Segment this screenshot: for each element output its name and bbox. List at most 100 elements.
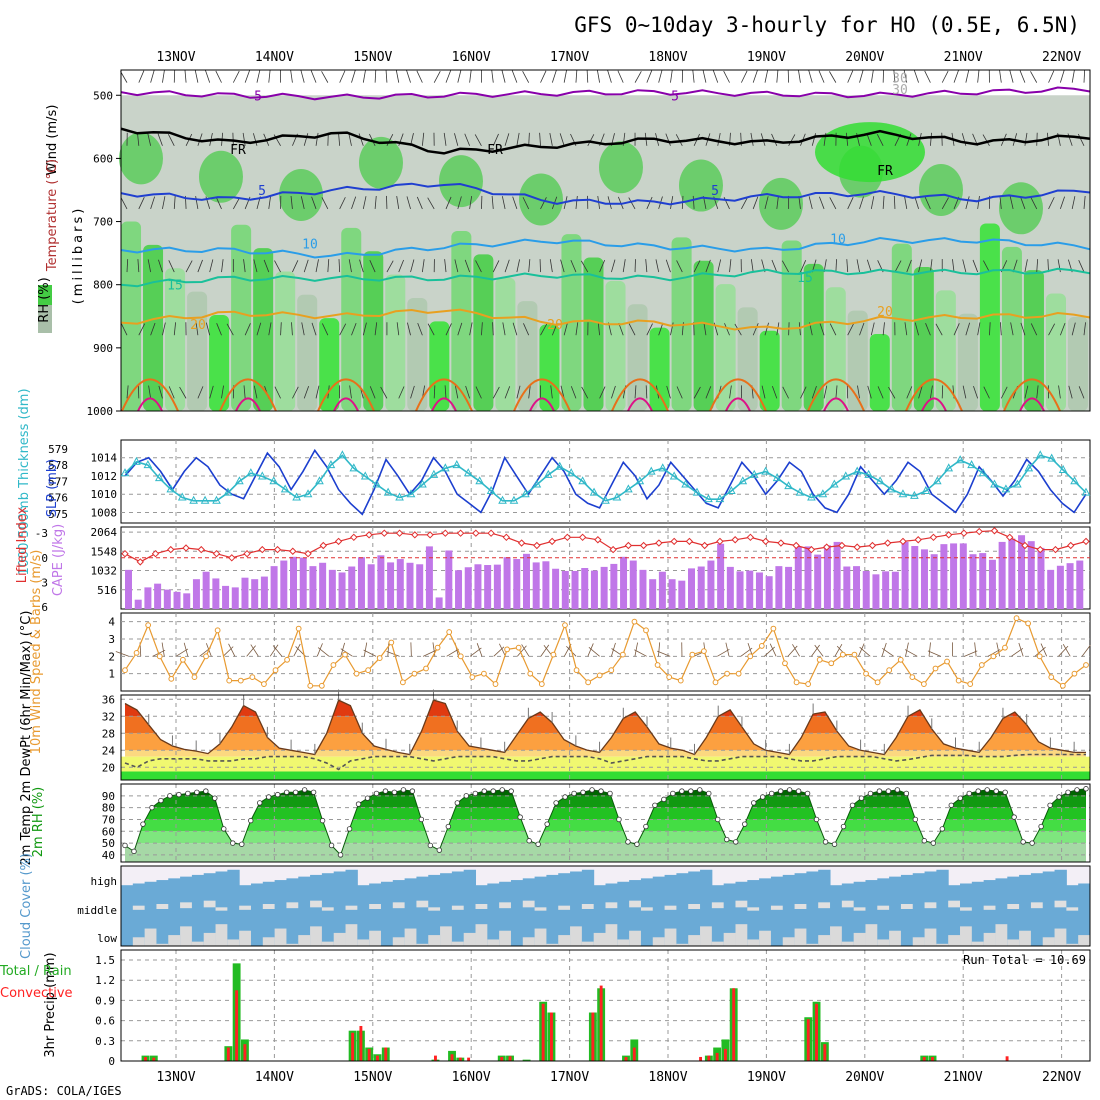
thickness-point xyxy=(338,450,347,459)
cloud-mid-gap xyxy=(735,900,748,908)
rh-2m-point xyxy=(1020,839,1026,845)
cape-tick-label: 2064 xyxy=(91,526,118,539)
wind-barb xyxy=(120,323,128,336)
cape-bar xyxy=(1027,541,1035,609)
rh-2m-point xyxy=(894,787,901,793)
wind-barb xyxy=(924,196,931,210)
cloud-mid-gap xyxy=(262,904,276,909)
thickness-tick-label: 576 xyxy=(48,492,68,505)
wind-speed-point xyxy=(272,667,279,674)
thickness-point xyxy=(498,495,507,504)
wind-barb xyxy=(1019,70,1026,83)
cloud-low-gap xyxy=(711,941,725,946)
rh-fill-cell xyxy=(583,257,604,411)
wind-barb xyxy=(396,322,400,336)
cloud-mid-low xyxy=(168,890,181,946)
rh-2m-point xyxy=(301,787,308,793)
cloud-high xyxy=(841,883,855,890)
temperature-contour-25 xyxy=(219,378,277,412)
cape-bar xyxy=(396,559,404,609)
cloud-cover-panel: high middle low Cloud Cover (%) xyxy=(19,853,1091,959)
cape-bar xyxy=(658,571,666,609)
wind-barb xyxy=(549,259,553,273)
thickness-point xyxy=(646,466,656,475)
wind-barb xyxy=(729,385,732,399)
cloud-mid-low xyxy=(1042,890,1056,946)
cloud-high xyxy=(676,873,689,890)
cape-bar xyxy=(144,587,152,609)
wind-barb xyxy=(761,385,766,399)
cape-bar xyxy=(493,564,501,609)
thickness-point xyxy=(475,476,484,485)
wind-speed-point xyxy=(735,670,742,677)
lifted-index-point xyxy=(960,529,968,537)
wind-barb xyxy=(292,260,299,273)
rh-2m-point xyxy=(840,823,847,830)
lifted-index-point xyxy=(212,549,221,558)
rh-fill-cell xyxy=(231,224,252,411)
cape-bar xyxy=(125,569,132,609)
thickness-point xyxy=(1081,487,1091,496)
wind-barb xyxy=(962,259,967,273)
wind-barb xyxy=(469,196,473,209)
wind-barb xyxy=(903,69,908,83)
wind-barb xyxy=(410,259,415,273)
rh-2m-point xyxy=(472,790,478,797)
cloud-mid-gap xyxy=(416,900,429,908)
cloud-low-gap xyxy=(830,926,843,946)
cloud-low-gap xyxy=(203,932,217,946)
cloud-high xyxy=(853,881,866,890)
wind-speed-point xyxy=(1048,674,1055,681)
thickness-point xyxy=(406,489,416,498)
wind-barb xyxy=(693,260,701,273)
wind-barb xyxy=(528,132,530,146)
cloud-low-gap xyxy=(239,930,252,946)
cape-bar xyxy=(299,557,307,609)
cape-bar xyxy=(202,571,210,609)
precip-convective-bar xyxy=(806,1019,810,1061)
rh-2m-point xyxy=(643,823,649,830)
thickness-point xyxy=(852,466,862,475)
wind-barb xyxy=(800,260,807,273)
wind-barb xyxy=(666,385,671,399)
cloud-low-gap xyxy=(286,943,299,946)
cloud-high xyxy=(593,885,606,890)
cloud-high xyxy=(877,878,890,890)
wind-10m-axis-label: 10m Wind Speed & Barbs (m/s) xyxy=(29,550,44,755)
cloud-mid-low xyxy=(250,890,264,946)
cloud-high xyxy=(782,874,796,890)
wind-barb xyxy=(474,134,482,146)
thickness-point xyxy=(715,494,725,503)
cloud-low-gap xyxy=(983,932,996,946)
wind-tick-label: 2 xyxy=(108,650,115,663)
cape-bar xyxy=(862,570,870,609)
wind-barb xyxy=(138,323,146,336)
cloud-low-gap xyxy=(416,943,429,946)
wind-barb xyxy=(158,259,163,273)
wind-speed-point xyxy=(515,644,522,651)
wind-barb xyxy=(829,323,837,336)
wind-barb-10m xyxy=(115,651,130,657)
rh-2m-point xyxy=(158,797,164,804)
lifted-index-point xyxy=(761,537,770,546)
wind-barb xyxy=(859,322,865,336)
wind-barb xyxy=(575,69,578,83)
wind-barb xyxy=(808,70,813,83)
wind-barb xyxy=(516,132,520,146)
wind-barb xyxy=(475,260,482,273)
lifted-index-point xyxy=(411,531,419,539)
wind-speed-point xyxy=(411,670,418,677)
wind-barb xyxy=(502,322,506,336)
cape-bar xyxy=(251,579,259,609)
wind-barb xyxy=(215,70,222,83)
temperature-contour-25 xyxy=(905,378,963,412)
cape-bar xyxy=(988,559,996,609)
wind-barb xyxy=(622,259,626,273)
wind-barb xyxy=(1020,322,1026,336)
lifted-index-point xyxy=(639,541,648,550)
wind-speed-point xyxy=(793,679,800,686)
wind-barb xyxy=(173,195,176,209)
wind-barb xyxy=(504,386,511,399)
cape-bar xyxy=(620,556,628,609)
cloud-high xyxy=(960,883,973,890)
